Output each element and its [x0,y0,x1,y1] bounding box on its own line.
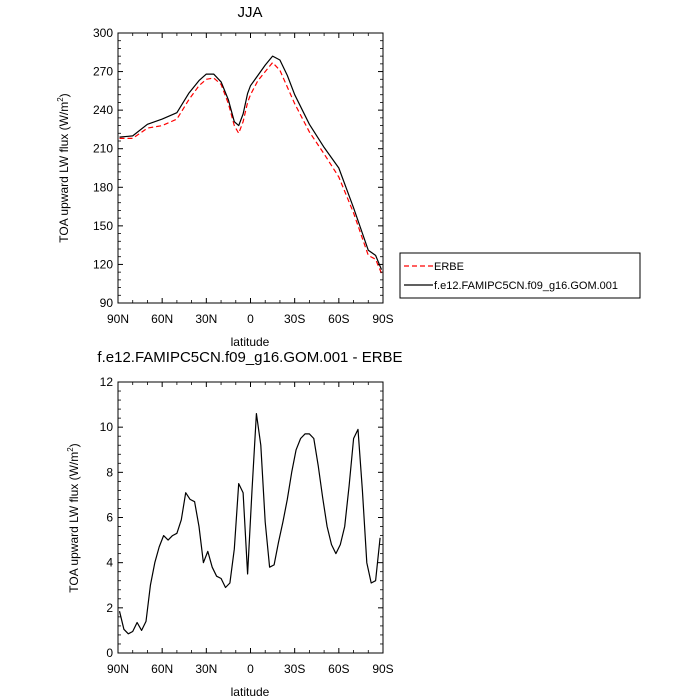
x-axis-label: latitude [231,685,270,699]
series-group [119,55,383,274]
y-tick-label: 10 [100,420,114,434]
x-tick-label: 0 [247,662,254,676]
y-tick-label: 2 [106,601,113,615]
y-axis-label: TOA upward LW flux (W/m2) [66,443,81,592]
series-line-erbe [119,61,383,274]
series-line-f-e12-famipc5cn-f09-g16-gom-001 [119,55,383,270]
y-tick-label: 8 [106,465,113,479]
y-axis-label: TOA upward LW flux (W/m2) [56,93,71,242]
legend-label-model: f.e12.FAMIPC5CN.f09_g16.GOM.001 [434,280,618,292]
chart-title: JJA [237,4,262,21]
y-axis: 0 2 4 6 8 10 12 [100,375,383,660]
x-axis: 90N 60N 30N 0 30S 60S 90S [107,382,394,676]
x-tick-label: 30S [284,662,305,676]
x-tick-label: 90S [372,312,393,326]
legend-label-erbe: ERBE [434,261,464,273]
y-tick-label: 12 [100,375,114,389]
y-tick-label: 120 [93,257,113,271]
y-tick-label: 300 [93,26,113,40]
chart-title: f.e12.FAMIPC5CN.f09_g16.GOM.001 - ERBE [97,349,402,366]
legend-box [399,252,641,299]
y-tick-label: 210 [93,142,113,156]
series-line-difference [118,413,381,635]
x-tick-label: 30N [195,312,217,326]
x-tick-label: 0 [247,312,254,326]
series-group [118,413,381,635]
x-tick-label: 60N [151,312,173,326]
y-tick-label: 90 [100,296,114,310]
x-tick-label: 60S [328,662,349,676]
y-tick-label: 150 [93,219,113,233]
y-tick-label: 4 [106,556,113,570]
x-axis: 90N 60N 30N 0 30S 60S 90S [107,33,394,326]
legend: ERBE f.e12.FAMIPC5CN.f09_g16.GOM.001 [399,252,641,299]
y-tick-label: 0 [106,646,113,660]
y-tick-label: 180 [93,180,113,194]
x-tick-label: 30N [195,662,217,676]
x-tick-label: 90N [107,662,129,676]
x-tick-label: 90N [107,312,129,326]
panel-difference: f.e12.FAMIPC5CN.f09_g16.GOM.001 - ERBE 0… [66,349,403,699]
x-tick-label: 90S [372,662,393,676]
y-axis: 90 120 150 180 210 240 270 300 [93,26,383,310]
x-axis-label: latitude [231,335,270,349]
x-tick-label: 30S [284,312,305,326]
x-tick-label: 60S [328,312,349,326]
panel-jja: JJA 90 120 150 180 210 240 270 300 90N 60N 30N 0 30… [56,4,641,349]
y-tick-label: 6 [106,511,113,525]
y-tick-label: 240 [93,103,113,117]
y-tick-label: 270 [93,65,113,79]
plot-frame [117,32,384,304]
x-tick-label: 60N [151,662,173,676]
